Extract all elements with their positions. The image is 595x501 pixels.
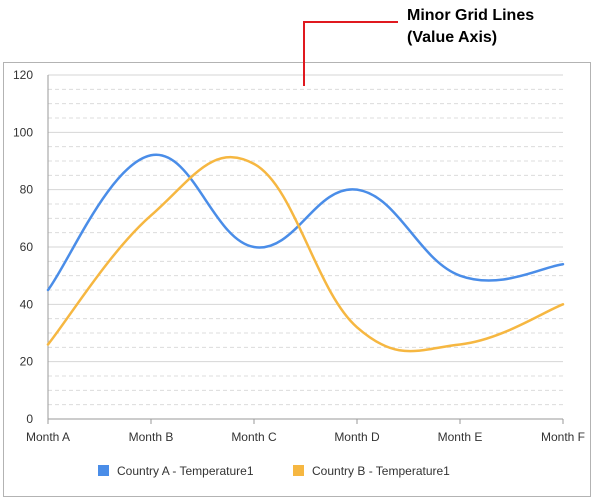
y-tick-label: 120 bbox=[13, 68, 33, 82]
series-line-country-b[interactable] bbox=[46, 155, 565, 353]
minor-grid-callout: Minor Grid Lines (Value Axis) bbox=[303, 7, 534, 86]
series-lines bbox=[46, 153, 565, 353]
x-tick-label: Month F bbox=[541, 430, 585, 444]
x-tick-label: Month D bbox=[334, 430, 380, 444]
y-tick-label: 100 bbox=[13, 125, 33, 139]
callout-title: Minor Grid Lines bbox=[407, 7, 534, 24]
x-tick-label: Month B bbox=[129, 430, 174, 444]
callout-subtitle: (Value Axis) bbox=[407, 29, 497, 46]
y-axis-tick-labels: 0 20 40 60 80 100 120 bbox=[13, 68, 33, 426]
x-tick-label: Month C bbox=[231, 430, 277, 444]
legend-label-country-a: Country A - Temperature1 bbox=[117, 464, 254, 478]
callout-leader-line bbox=[303, 21, 398, 86]
y-tick-label: 60 bbox=[20, 240, 34, 254]
series-line-country-a[interactable] bbox=[46, 153, 565, 292]
x-tick-label: Month E bbox=[438, 430, 483, 444]
axes bbox=[47, 75, 564, 424]
legend-item-country-b[interactable]: Country B - Temperature1 bbox=[293, 464, 450, 478]
y-tick-label: 0 bbox=[26, 412, 33, 426]
legend-label-country-b: Country B - Temperature1 bbox=[312, 464, 450, 478]
legend-swatch-country-a bbox=[98, 465, 109, 476]
legend-item-country-a[interactable]: Country A - Temperature1 bbox=[98, 464, 254, 478]
y-tick-label: 80 bbox=[20, 183, 34, 197]
x-tick-label: Month A bbox=[26, 430, 70, 444]
y-tick-label: 40 bbox=[20, 297, 34, 311]
legend: Country A - Temperature1 Country B - Tem… bbox=[98, 464, 450, 478]
legend-swatch-country-b bbox=[293, 465, 304, 476]
grid-lines bbox=[48, 74, 563, 406]
y-tick-label: 20 bbox=[20, 355, 34, 369]
x-axis-tick-labels: Month A Month B Month C Month D Month E Month… bbox=[26, 430, 585, 444]
